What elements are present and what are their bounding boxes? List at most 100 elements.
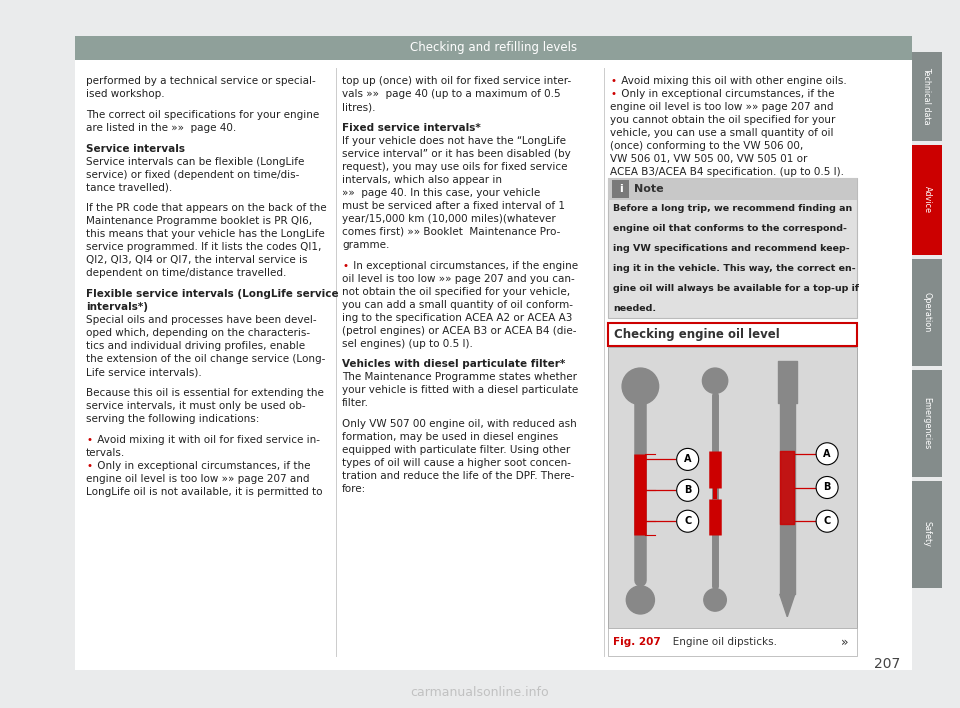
Bar bbox=[18, 20, 942, 36]
Text: A: A bbox=[824, 449, 830, 459]
Text: •: • bbox=[86, 461, 92, 471]
Bar bbox=[608, 178, 857, 318]
Circle shape bbox=[704, 588, 727, 611]
Text: ACEA B3/ACEA B4 specification. (up to 0.5 l).: ACEA B3/ACEA B4 specification. (up to 0.… bbox=[610, 167, 844, 177]
Circle shape bbox=[816, 510, 838, 532]
Text: Technical data: Technical data bbox=[923, 67, 931, 125]
Text: not obtain the oil specified for your vehicle,: not obtain the oil specified for your ve… bbox=[342, 287, 570, 297]
Text: performed by a technical service or special-: performed by a technical service or spec… bbox=[86, 76, 316, 86]
Text: Avoid mixing it with oil for fixed service in-: Avoid mixing it with oil for fixed servi… bbox=[94, 435, 320, 445]
Text: the extension of the oil change service (Long-: the extension of the oil change service … bbox=[86, 354, 325, 364]
Text: Vehicles with diesel particulate filter*: Vehicles with diesel particulate filter* bbox=[342, 360, 565, 370]
Text: Special oils and processes have been devel-: Special oils and processes have been dev… bbox=[86, 315, 317, 325]
Text: service intervals, it must only be used ob-: service intervals, it must only be used … bbox=[86, 401, 305, 411]
Bar bbox=[608, 323, 857, 346]
Text: tics and individual driving profiles, enable: tics and individual driving profiles, en… bbox=[86, 341, 305, 351]
Circle shape bbox=[677, 479, 699, 501]
Text: service programmed. If it lists the codes QI1,: service programmed. If it lists the code… bbox=[86, 242, 322, 252]
Text: fore:: fore: bbox=[342, 484, 367, 494]
Text: litres).: litres). bbox=[342, 102, 375, 112]
Text: sel engines) (up to 0.5 l).: sel engines) (up to 0.5 l). bbox=[342, 338, 473, 348]
Text: ing it in the vehicle. This way, the correct en-: ing it in the vehicle. This way, the cor… bbox=[613, 264, 855, 273]
Text: you cannot obtain the oil specified for your: you cannot obtain the oil specified for … bbox=[610, 115, 835, 125]
Text: i: i bbox=[618, 184, 622, 194]
Text: A: A bbox=[684, 455, 691, 464]
Text: top up (once) with oil for fixed service inter-: top up (once) with oil for fixed service… bbox=[342, 76, 571, 86]
Circle shape bbox=[703, 368, 728, 394]
Text: Maintenance Programme booklet is PR QI6,: Maintenance Programme booklet is PR QI6, bbox=[86, 217, 312, 227]
Text: Service intervals: Service intervals bbox=[86, 144, 185, 154]
Text: dependent on time/distance travelled.: dependent on time/distance travelled. bbox=[86, 268, 286, 278]
Text: are listed in the »»  page 40.: are listed in the »» page 40. bbox=[86, 122, 236, 133]
Text: LongLife oil is not available, it is permitted to: LongLife oil is not available, it is per… bbox=[86, 487, 323, 497]
Text: Avoid mixing this oil with other engine oils.: Avoid mixing this oil with other engine … bbox=[618, 76, 847, 86]
Bar bbox=[608, 628, 857, 656]
Text: Only VW 507 00 engine oil, with reduced ash: Only VW 507 00 engine oil, with reduced … bbox=[342, 419, 577, 429]
Text: •: • bbox=[610, 76, 616, 86]
Text: engine oil that conforms to the correspond-: engine oil that conforms to the correspo… bbox=[613, 224, 847, 233]
Text: Before a long trip, we recommend finding an: Before a long trip, we recommend finding… bbox=[613, 204, 852, 213]
Text: (once) conforming to the VW 506 00,: (once) conforming to the VW 506 00, bbox=[610, 141, 804, 151]
Text: oped which, depending on the characteris-: oped which, depending on the characteris… bbox=[86, 329, 310, 338]
Text: intervals, which also appear in: intervals, which also appear in bbox=[342, 175, 502, 185]
Text: Safety: Safety bbox=[923, 521, 931, 547]
Text: ised workshop.: ised workshop. bbox=[86, 89, 164, 99]
Text: Operation: Operation bbox=[923, 292, 931, 333]
Text: If your vehicle does not have the “LongLife: If your vehicle does not have the “LongL… bbox=[342, 136, 566, 146]
Text: your vehicle is fitted with a diesel particulate: your vehicle is fitted with a diesel par… bbox=[342, 385, 578, 395]
Text: The correct oil specifications for your engine: The correct oil specifications for your … bbox=[86, 110, 320, 120]
Text: The Maintenance Programme states whether: The Maintenance Programme states whether bbox=[342, 372, 577, 382]
Text: service interval” or it has been disabled (by: service interval” or it has been disable… bbox=[342, 149, 571, 159]
Text: types of oil will cause a higher soot concen-: types of oil will cause a higher soot co… bbox=[342, 458, 571, 468]
Bar bbox=[912, 259, 942, 365]
Text: Fig. 207: Fig. 207 bbox=[613, 637, 660, 647]
Bar bbox=[608, 178, 857, 200]
Text: C: C bbox=[684, 516, 691, 526]
Text: service) or fixed (dependent on time/dis-: service) or fixed (dependent on time/dis… bbox=[86, 170, 300, 180]
Text: carmanualsonline.info: carmanualsonline.info bbox=[411, 685, 549, 699]
Text: Fixed service intervals*: Fixed service intervals* bbox=[342, 122, 481, 133]
Text: tervals.: tervals. bbox=[86, 447, 125, 458]
Text: year/15,000 km (10,000 miles)(whatever: year/15,000 km (10,000 miles)(whatever bbox=[342, 214, 556, 224]
Text: formation, may be used in diesel engines: formation, may be used in diesel engines bbox=[342, 432, 559, 442]
Text: this means that your vehicle has the LongLife: this means that your vehicle has the Lon… bbox=[86, 229, 324, 239]
Text: ing VW specifications and recommend keep-: ing VW specifications and recommend keep… bbox=[613, 244, 850, 253]
Circle shape bbox=[816, 442, 838, 464]
Text: request), you may use oils for fixed service: request), you may use oils for fixed ser… bbox=[342, 162, 567, 172]
Text: Only in exceptional circumstances, if the: Only in exceptional circumstances, if th… bbox=[618, 89, 834, 99]
Text: Checking and refilling levels: Checking and refilling levels bbox=[410, 42, 577, 55]
Text: Engine oil dipsticks.: Engine oil dipsticks. bbox=[663, 637, 777, 647]
Bar bbox=[612, 180, 629, 198]
Bar bbox=[18, 670, 942, 680]
Text: Note: Note bbox=[634, 184, 663, 194]
Text: ing to the specification ACEA A2 or ACEA A3: ing to the specification ACEA A2 or ACEA… bbox=[342, 313, 572, 323]
Circle shape bbox=[816, 476, 838, 498]
Circle shape bbox=[677, 448, 699, 470]
Text: C: C bbox=[824, 516, 830, 526]
Text: oil level is too low »» page 207 and you can-: oil level is too low »» page 207 and you… bbox=[342, 273, 575, 284]
Text: B: B bbox=[684, 485, 691, 496]
Circle shape bbox=[626, 586, 655, 614]
Text: engine oil level is too low »» page 207 and: engine oil level is too low »» page 207 … bbox=[86, 474, 309, 484]
Text: Advice: Advice bbox=[923, 186, 931, 213]
Text: you can add a small quantity of oil conform-: you can add a small quantity of oil conf… bbox=[342, 299, 573, 309]
Text: gine oil will always be available for a top-up if: gine oil will always be available for a … bbox=[613, 284, 859, 293]
Bar bbox=[912, 145, 942, 255]
Text: engine oil level is too low »» page 207 and: engine oil level is too low »» page 207 … bbox=[610, 102, 833, 112]
Text: intervals*): intervals*) bbox=[86, 302, 148, 312]
Bar bbox=[912, 52, 942, 141]
Text: VW 506 01, VW 505 00, VW 505 01 or: VW 506 01, VW 505 00, VW 505 01 or bbox=[610, 154, 807, 164]
Text: »»  page 40. In this case, your vehicle: »» page 40. In this case, your vehicle bbox=[342, 188, 540, 198]
Text: In exceptional circumstances, if the engine: In exceptional circumstances, if the eng… bbox=[350, 261, 578, 270]
Text: Emergencies: Emergencies bbox=[923, 397, 931, 450]
Text: tration and reduce the life of the DPF. There-: tration and reduce the life of the DPF. … bbox=[342, 472, 574, 481]
Text: •: • bbox=[610, 89, 616, 99]
Text: equipped with particulate filter. Using other: equipped with particulate filter. Using … bbox=[342, 445, 570, 455]
Bar bbox=[912, 481, 942, 588]
Text: needed.: needed. bbox=[613, 304, 656, 313]
Text: tance travelled).: tance travelled). bbox=[86, 183, 172, 193]
Bar bbox=[608, 347, 857, 628]
Polygon shape bbox=[780, 594, 795, 617]
Text: B: B bbox=[824, 482, 830, 493]
Text: vehicle, you can use a small quantity of oil: vehicle, you can use a small quantity of… bbox=[610, 128, 833, 138]
